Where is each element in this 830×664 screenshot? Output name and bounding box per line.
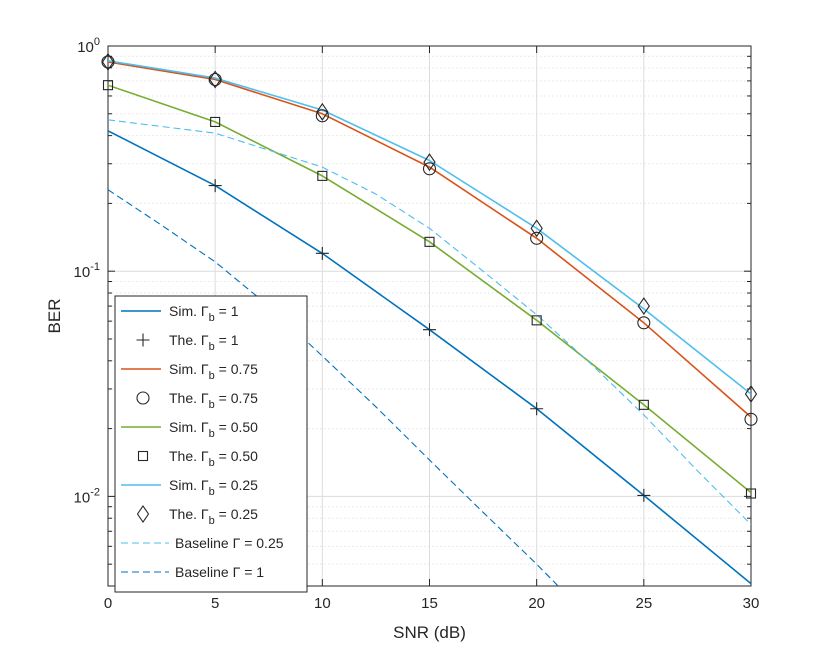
x-tick-label: 15 [421, 595, 438, 612]
data-point-circle [136, 391, 150, 405]
data-point-circle [422, 162, 437, 176]
data-point-plus [637, 488, 651, 502]
data-point-square [638, 399, 649, 410]
legend-label: The. Γb = 1 [169, 332, 239, 353]
legend-label: Sim. Γb = 1 [169, 303, 239, 324]
y-tick-label: 100 [77, 36, 100, 56]
data-point-diamond [316, 102, 329, 121]
data-point-diamond [423, 153, 436, 172]
series-line-6 [108, 60, 751, 395]
data-point-plus [136, 333, 150, 347]
legend-label: The. Γb = 0.50 [169, 448, 258, 469]
series-line-4 [108, 84, 751, 494]
legend-label: The. Γb = 0.75 [169, 390, 258, 411]
data-point-circle [530, 231, 544, 245]
marker-layer [101, 52, 758, 502]
data-point-plus [315, 246, 329, 260]
data-point-square [210, 116, 221, 127]
data-point-circle [315, 109, 329, 123]
series-line-2 [108, 61, 751, 418]
legend-label: Sim. Γb = 0.50 [169, 419, 258, 440]
data-point-square [102, 80, 114, 91]
legend-label: Sim. Γb = 0.75 [169, 361, 258, 382]
x-tick-label: 5 [211, 595, 219, 612]
axis-ticks: 0 5 10 15 20 25 30 10-2 10-1 100 [74, 36, 760, 612]
series-line-8 [108, 119, 751, 525]
data-point-diamond [101, 52, 115, 71]
data-point-diamond [637, 297, 651, 316]
data-point-circle [637, 316, 651, 330]
data-point-square [531, 315, 542, 326]
data-point-diamond [744, 384, 758, 403]
data-point-square [137, 450, 149, 462]
legend-label: Sim. Γb = 0.25 [169, 477, 258, 498]
x-tick-label: 30 [743, 595, 760, 612]
data-point-square [424, 236, 435, 247]
x-tick-label: 25 [635, 595, 652, 612]
legend-label: Baseline Γ = 1 [175, 564, 264, 580]
series-line-9 [108, 189, 559, 586]
data-point-plus [208, 179, 222, 193]
y-tick-label: 10-2 [74, 486, 100, 506]
legend: Sim. Γb = 1 The. Γb = 1 Sim. Γb = 0.75 The.… [114, 295, 308, 593]
x-tick-label: 20 [528, 595, 545, 612]
y-tick-label: 10-1 [74, 261, 100, 281]
y-axis-label: BER [45, 299, 64, 334]
data-point-diamond [208, 70, 222, 89]
legend-label: Baseline Γ = 0.25 [175, 535, 284, 551]
data-point-square [745, 488, 757, 499]
x-tick-label: 0 [104, 595, 112, 612]
x-axis-label: SNR (dB) [393, 623, 466, 642]
legend-label: The. Γb = 0.25 [169, 506, 258, 527]
data-point-plus [423, 323, 436, 337]
data-point-square [317, 170, 328, 181]
data-point-plus [530, 402, 544, 416]
data-point-diamond [136, 505, 150, 523]
data-point-circle [744, 412, 758, 426]
x-tick-label: 10 [314, 595, 331, 612]
data-point-diamond [530, 219, 543, 238]
